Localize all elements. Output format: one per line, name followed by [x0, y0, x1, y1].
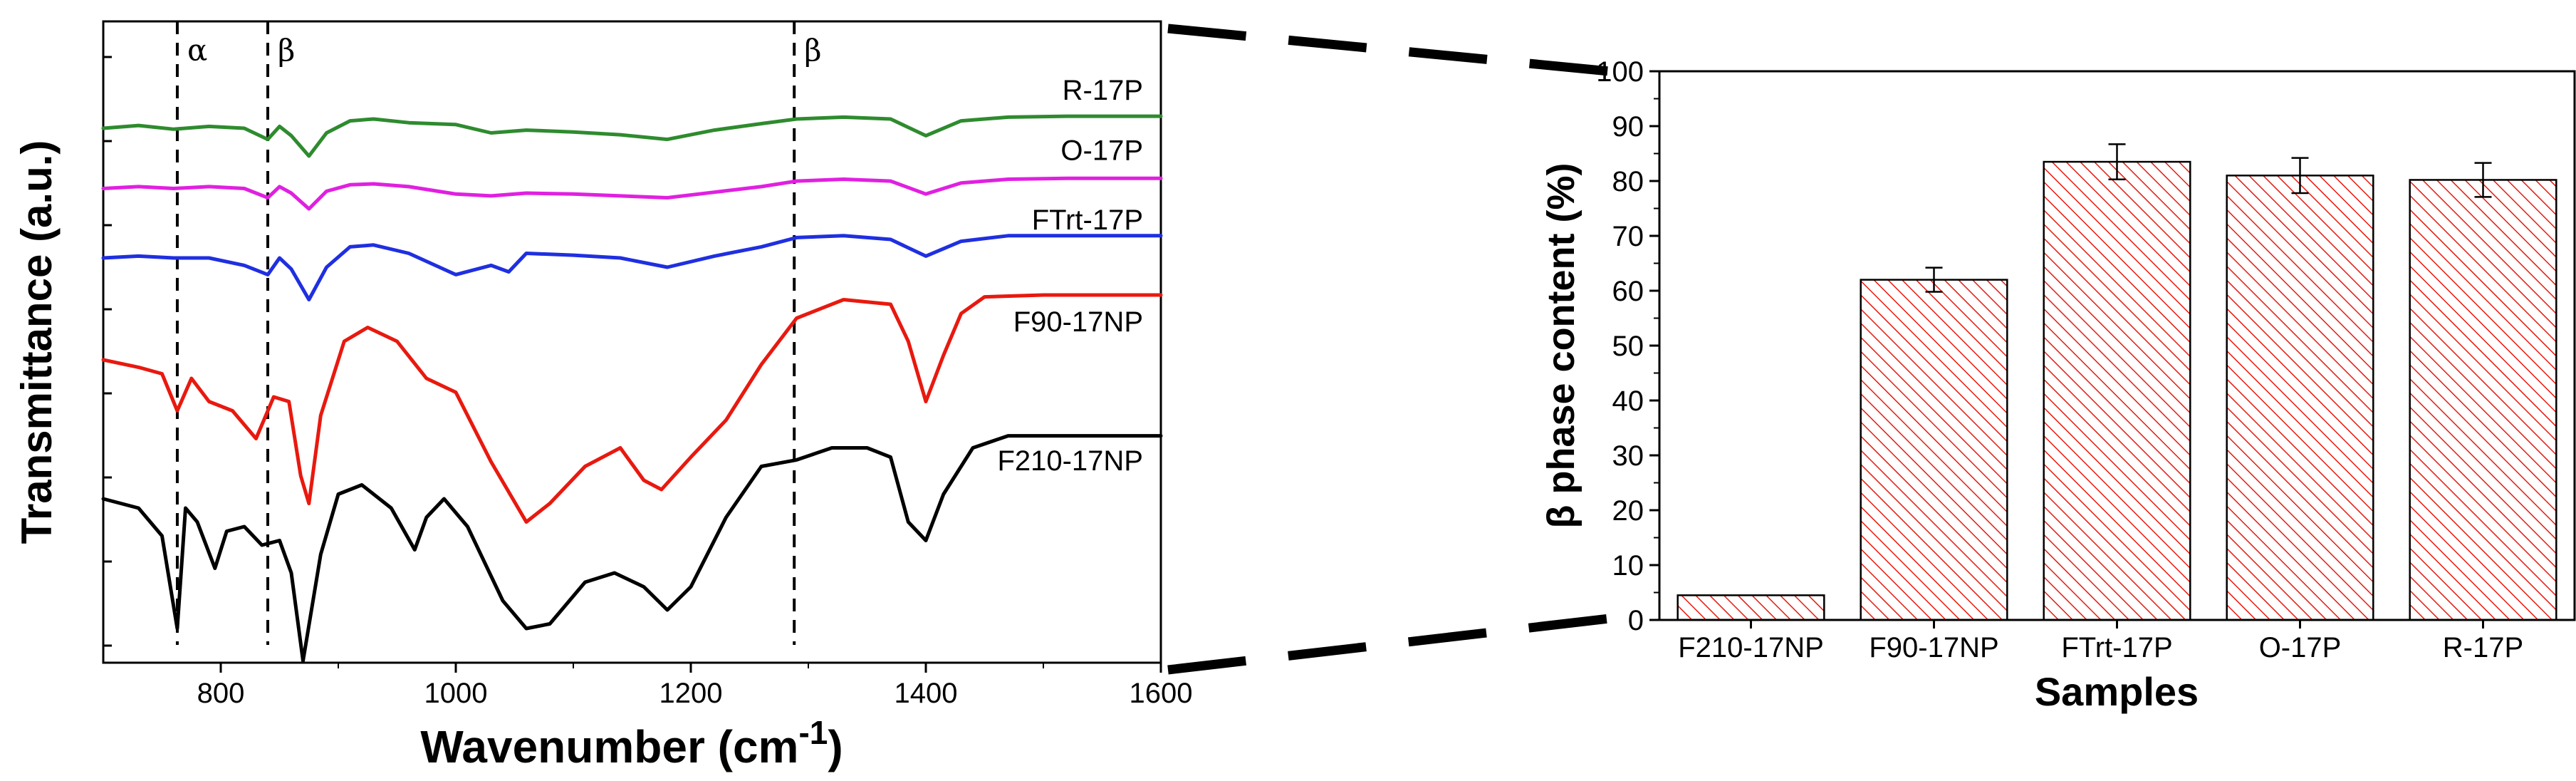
x-tick-label-1600: 1600 [1130, 678, 1193, 709]
bar-x-labels: F210-17NP F90-17NP FTrt-17P O-17P R-17P [1678, 620, 2523, 663]
annotation-label-2: β [804, 33, 821, 68]
ftir-x-ticks: 800 1000 1200 1400 1600 [197, 663, 1193, 709]
series-line-ftrt-17p [101, 234, 1163, 301]
series-line-f210-17np [101, 434, 1163, 663]
ftir-y-axis-title: Transmittance (a.u.) [13, 140, 61, 544]
x-tick-label-1000: 1000 [424, 678, 488, 709]
bar-x-label-ftrt-17p: FTrt-17P [2061, 632, 2172, 663]
bar-x-axis-title: Samples [2035, 669, 2199, 714]
annotation-label-0: α [187, 33, 207, 68]
bar-x-label-f210-17np: F210-17NP [1678, 632, 1824, 663]
bar-x-label-f90-17np: F90-17NP [1869, 632, 1998, 663]
bar-r-17p [2409, 179, 2557, 621]
bar-bars-group [1677, 160, 2557, 621]
bar-y-ticks: 0 10 20 30 40 50 60 70 80 90 100 [1596, 56, 1659, 636]
series-line-f90-17np [101, 293, 1163, 524]
bar-plot-frame [1658, 70, 2576, 621]
bar-y-tick-label-60: 60 [1612, 276, 1644, 307]
series-label-ftrt-17p: FTrt-17P [1032, 205, 1143, 236]
series-label-f210-17np: F210-17NP [997, 445, 1143, 477]
bar-y-tick-label-0: 0 [1628, 605, 1644, 636]
bar-y-tick-label-70: 70 [1612, 221, 1644, 252]
bar-y-tick-label-80: 80 [1612, 166, 1644, 197]
bar-o-17p [2226, 175, 2374, 621]
zoom-connector-top [1167, 24, 1610, 76]
series-label-o-17p: O-17P [1060, 135, 1143, 167]
bar-ftrt-17p [2043, 160, 2191, 621]
bar-y-tick-label-90: 90 [1612, 111, 1644, 143]
ftir-x-axis-title: Wavenumber (cm-1) [420, 714, 843, 772]
bar-y-tick-label-10: 10 [1612, 550, 1644, 581]
bar-f90-17np [1860, 279, 2008, 621]
ftir-x-axis-title-close: ) [828, 721, 843, 772]
ftir-series-group [101, 114, 1163, 663]
ftir-annotation-lines [175, 21, 796, 645]
ftir-series-labels: R-17P O-17P FTrt-17P F90-17NP F210-17NP [997, 75, 1143, 477]
x-tick-label-1200: 1200 [659, 678, 723, 709]
bar-y-tick-label-50: 50 [1612, 331, 1644, 362]
annotation-label-1: β [278, 33, 295, 68]
series-line-o-17p [101, 176, 1163, 211]
bar-y-tick-label-100: 100 [1596, 56, 1644, 88]
ftir-plot-frame [102, 20, 1162, 664]
bar-x-label-r-17p: R-17P [2443, 632, 2523, 663]
series-label-r-17p: R-17P [1063, 75, 1143, 106]
ftir-x-axis-title-main: Wavenumber (cm [420, 721, 798, 772]
bar-y-axis-title: β phase content (%) [1540, 163, 1582, 529]
bar-y-tick-label-30: 30 [1612, 440, 1644, 472]
bar-x-label-o-17p: O-17P [2259, 632, 2342, 663]
series-label-f90-17np: F90-17NP [1013, 306, 1143, 338]
series-line-r-17p [101, 114, 1163, 158]
zoom-connector-lines [1167, 24, 1610, 675]
zoom-connector-bottom [1167, 614, 1610, 675]
beta-phase-bar-chart: 0 10 20 30 40 50 60 70 80 90 100 F210-17NP F90-17NP… [1540, 56, 2576, 714]
bar-y-tick-label-40: 40 [1612, 386, 1644, 417]
x-tick-label-800: 800 [197, 678, 245, 709]
ftir-y-ticks [103, 56, 112, 647]
bar-f210-17np [1677, 594, 1825, 621]
ftir-x-axis-title-sup: -1 [798, 714, 828, 751]
x-tick-label-1400: 1400 [895, 678, 958, 709]
bar-y-tick-label-20: 20 [1612, 495, 1644, 527]
bar-error-bars [1925, 143, 2492, 293]
